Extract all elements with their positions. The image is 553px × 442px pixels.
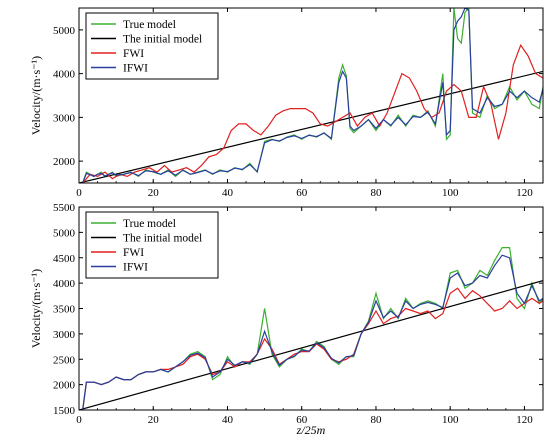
y-tick-label: 1500 [53, 405, 76, 417]
series-line-ifwi [82, 8, 543, 183]
x-tick-label: 100 [442, 414, 459, 426]
x-tick-label: 60 [296, 414, 308, 426]
y-tick-label: 2000 [53, 380, 76, 392]
x-tick-label: 20 [148, 187, 160, 199]
legend-entry: FWI [123, 48, 144, 60]
x-tick-label: 80 [370, 414, 382, 426]
y-tick-label: 5000 [53, 227, 76, 239]
y-tick-label: 5000 [53, 25, 76, 37]
series-line-fwi [82, 43, 543, 183]
legend-entry: True model [123, 218, 176, 230]
legend-entry: FWI [123, 247, 144, 259]
x-tick-label: 120 [516, 414, 533, 426]
legend-entry: True model [123, 19, 176, 31]
y-tick-label: 3500 [53, 304, 76, 316]
y-tick-label: 4000 [53, 278, 76, 290]
x-tick-label: 0 [76, 187, 82, 199]
series-line-the-initial-model [79, 280, 543, 410]
x-tick-label: 0 [76, 414, 82, 426]
y-tick-label: 5500 [53, 202, 76, 214]
series-line-ifwi [82, 254, 543, 410]
x-axis-label: z/25m [296, 423, 326, 437]
legend-entry: IFWI [123, 262, 148, 274]
series-line-fwi [82, 287, 543, 410]
x-tick-label: 80 [370, 187, 382, 199]
x-tick-label: 20 [148, 414, 160, 426]
bottom-panel: 0 20 40 60 80 100 120 1500 2000 2500 3000 3500 4000 4… [29, 202, 544, 437]
y-tick-label: 3000 [53, 112, 76, 124]
legend-entry: The initial model [123, 233, 202, 245]
y-tick-label: 4000 [53, 69, 76, 81]
y-axis-label: Velocity/(m·s⁻¹) [29, 269, 43, 348]
x-tick-label: 100 [442, 187, 459, 199]
y-tick-label: 2500 [53, 354, 76, 366]
series-line-the-initial-model [79, 70, 543, 183]
x-tick-label: 40 [222, 187, 234, 199]
y-axis-label: Velocity/(m·s⁻¹) [29, 56, 43, 135]
y-tick-label: 2000 [53, 156, 76, 168]
y-tick-label: 4500 [53, 253, 76, 265]
x-tick-label: 120 [516, 187, 533, 199]
y-tick-label: 3000 [53, 329, 76, 341]
x-tick-label: 40 [222, 414, 234, 426]
plot-frame [78, 7, 544, 184]
top-panel: 0 20 40 60 80 100 120 2000 3000 4000 5000 Velocity/… [29, 7, 544, 199]
x-tick-label: 60 [296, 187, 308, 199]
legend-entry: IFWI [123, 63, 148, 75]
legend-entry: The initial model [123, 34, 202, 46]
